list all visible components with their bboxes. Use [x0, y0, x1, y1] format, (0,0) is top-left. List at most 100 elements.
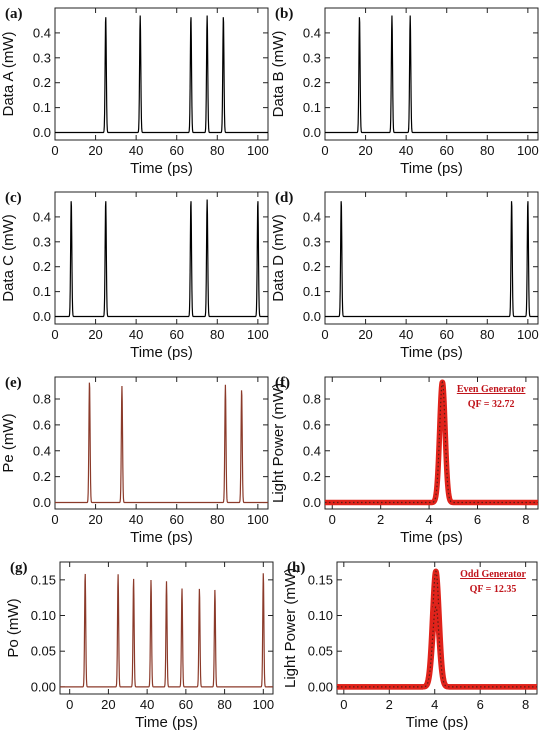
- x-tick-label: 80: [210, 327, 224, 342]
- series-line-0: [55, 382, 268, 504]
- x-tick-label: 0: [321, 327, 328, 342]
- panel-g: 0 20 40 60 80 100 0.00 0.05 0.10 0.15 Time (ps) Po …: [5, 560, 274, 731]
- y-axis-label: Data B (mW): [270, 31, 287, 118]
- x-tick-label: 8: [522, 512, 529, 527]
- plot-frame: [324, 376, 539, 510]
- y-tick-label: 0.1: [33, 100, 51, 115]
- y-axis-label: Pe (mW): [0, 413, 17, 472]
- annotation-qf: QF = 12.35: [470, 584, 517, 595]
- x-tick-label: 0: [66, 697, 73, 712]
- panel-d: 0 20 40 60 80 100 0.0 0.1 0.2 0.3 0.4 Time (ps) Data…: [270, 190, 539, 361]
- y-tick-label: 0.1: [33, 284, 51, 299]
- panel-label: (b): [275, 6, 293, 22]
- panel-label: (h): [287, 560, 305, 576]
- x-tick-label: 60: [169, 143, 183, 158]
- panel-label: (d): [275, 190, 293, 206]
- x-tick-label: 0: [321, 143, 328, 158]
- y-tick-label: 0.00: [308, 679, 333, 694]
- y-tick-label: 0.8: [33, 392, 51, 407]
- y-tick-label: 0.6: [303, 417, 321, 432]
- x-tick-label: 60: [169, 327, 183, 342]
- x-tick-label: 0: [340, 697, 347, 712]
- x-tick-label: 8: [522, 697, 529, 712]
- y-tick-label: 0.2: [303, 259, 321, 274]
- y-tick-label: 0.10: [308, 608, 333, 623]
- panel-label: (e): [5, 375, 22, 391]
- series-line-1: [337, 604, 537, 690]
- panel-label: (a): [5, 6, 23, 22]
- x-tick-label: 100: [517, 143, 539, 158]
- y-axis-label: Light Power (mW): [282, 568, 299, 688]
- y-tick-label: 0.00: [31, 679, 56, 694]
- y-axis-label: Po (mW): [5, 598, 22, 657]
- panel-f: 0 2 4 6 8 0.0 0.2 0.4 0.6 0.8 Time (ps) Light Power…: [270, 375, 539, 546]
- x-tick-label: 60: [169, 512, 183, 527]
- x-tick-label: 40: [129, 327, 143, 342]
- y-tick-label: 0.4: [33, 25, 51, 40]
- x-tick-label: 2: [386, 697, 393, 712]
- annotation-title: Even Generator: [457, 384, 526, 395]
- x-tick-label: 0: [51, 143, 58, 158]
- y-tick-label: 0.2: [303, 75, 321, 90]
- x-tick-label: 80: [210, 512, 224, 527]
- x-axis-label: Time (ps): [400, 160, 463, 177]
- x-tick-label: 80: [210, 143, 224, 158]
- panel-label: (c): [5, 190, 22, 206]
- plot-frame: [324, 191, 539, 325]
- y-axis-label: Data C (mW): [0, 214, 17, 302]
- y-tick-label: 0.4: [303, 209, 321, 224]
- y-tick-label: 0.0: [303, 309, 321, 324]
- series-line-overlay-1: [337, 606, 537, 688]
- x-axis-label: Time (ps): [406, 714, 469, 731]
- x-axis-label: Time (ps): [130, 160, 193, 177]
- y-tick-label: 0.10: [31, 608, 56, 623]
- x-axis-label: Time (ps): [400, 529, 463, 546]
- y-tick-label: 0.4: [33, 209, 51, 224]
- plot-frame: [59, 561, 274, 695]
- plot-frame: [54, 376, 269, 510]
- x-axis-label: Time (ps): [135, 714, 198, 731]
- plot-frame: [336, 561, 538, 695]
- y-tick-label: 0.0: [303, 495, 321, 510]
- y-tick-label: 0.0: [33, 125, 51, 140]
- y-tick-label: 0.2: [33, 75, 51, 90]
- series-line-0: [60, 573, 273, 688]
- series-line-0: [325, 201, 538, 318]
- x-tick-label: 0: [329, 512, 336, 527]
- y-tick-label: 0.4: [303, 443, 321, 458]
- x-tick-label: 20: [88, 512, 102, 527]
- series-line-0: [55, 199, 268, 318]
- series-line-0: [55, 15, 268, 134]
- y-tick-label: 0.0: [303, 125, 321, 140]
- x-axis-label: Time (ps): [130, 529, 193, 546]
- x-tick-label: 40: [129, 512, 143, 527]
- x-tick-label: 0: [51, 327, 58, 342]
- y-tick-label: 0.15: [308, 572, 333, 587]
- x-tick-label: 60: [179, 697, 193, 712]
- annotation-title: Odd Generator: [460, 569, 526, 580]
- y-tick-label: 0.2: [33, 469, 51, 484]
- y-tick-label: 0.0: [33, 495, 51, 510]
- series-line-overlay-0: [325, 380, 538, 504]
- x-tick-label: 40: [140, 697, 154, 712]
- x-tick-label: 20: [101, 697, 115, 712]
- panel-c: 0 20 40 60 80 100 0.0 0.1 0.2 0.3 0.4 Time (ps) Data…: [0, 190, 269, 361]
- x-tick-label: 2: [377, 512, 384, 527]
- y-tick-label: 0.05: [308, 644, 333, 659]
- y-axis-label: Data A (mW): [0, 31, 17, 116]
- x-tick-label: 40: [129, 143, 143, 158]
- y-tick-label: 0.15: [31, 572, 56, 587]
- annotation-qf: QF = 32.72: [468, 399, 515, 410]
- y-tick-label: 0.6: [33, 417, 51, 432]
- y-tick-label: 0.4: [303, 25, 321, 40]
- y-tick-label: 0.3: [303, 234, 321, 249]
- y-tick-label: 0.1: [303, 284, 321, 299]
- panel-e: 0 20 40 60 80 100 0.0 0.2 0.4 0.6 0.8 Time (ps) Pe (…: [0, 375, 269, 546]
- y-tick-label: 0.05: [31, 644, 56, 659]
- y-tick-label: 0.8: [303, 392, 321, 407]
- y-tick-label: 0.0: [33, 309, 51, 324]
- plot-frame: [54, 191, 269, 325]
- x-tick-label: 80: [217, 697, 231, 712]
- plot-frame: [324, 7, 539, 141]
- x-tick-label: 100: [247, 327, 269, 342]
